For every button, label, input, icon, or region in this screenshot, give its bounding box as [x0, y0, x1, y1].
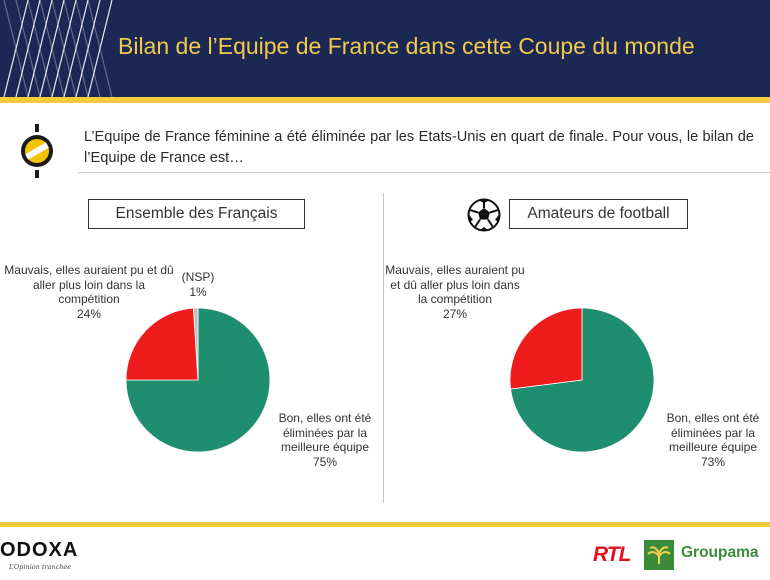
page-title: Bilan de l’Equipe de France dans cette C… — [118, 33, 695, 59]
question-divider — [78, 172, 770, 173]
pie-slice-nsp — [193, 307, 199, 381]
panel-title-ensemble: Ensemble des Français — [88, 199, 305, 229]
slice-value: 73% — [700, 454, 726, 469]
rtl-logo: RTL — [593, 543, 631, 566]
slice-label-mauvais: Mauvais, elles auraient pu et dû aller p… — [385, 263, 525, 321]
slice-label-bon: Bon, elles ont été éliminées par la meil… — [652, 411, 770, 469]
header-banner: Bilan de l’Equipe de France dans cette C… — [0, 0, 770, 97]
pie-slice-mauvais — [125, 307, 199, 381]
slice-label-text: Mauvais, elles auraient pu et dû aller p… — [385, 263, 525, 306]
diagonal-stripes-pattern-icon — [3, 0, 113, 97]
slice-value: 1% — [189, 284, 207, 299]
slice-value: 75% — [312, 454, 338, 469]
groupama-leaf-icon — [644, 540, 674, 570]
slice-label-text: Bon, elles ont été éliminées par la meil… — [666, 411, 760, 454]
slice-label-bon: Bon, elles ont été éliminées par la meil… — [264, 411, 386, 469]
slice-value: 27% — [442, 306, 468, 321]
header-accent-bar — [0, 97, 770, 103]
panel-title-amateurs: Amateurs de football — [509, 199, 688, 229]
pie-chart-ensemble — [125, 307, 271, 453]
pie-chart-amateurs — [509, 307, 655, 453]
slice-label-nsp: (NSP) 1% — [168, 270, 228, 299]
groupama-logo: Groupama — [681, 544, 759, 561]
slice-label-mauvais: Mauvais, elles auraient pu et dû aller p… — [4, 263, 174, 321]
pie-slice-mauvais — [509, 307, 583, 390]
slice-label-text: Mauvais, elles auraient pu et dû aller p… — [4, 263, 174, 306]
footer-accent-bar — [0, 522, 770, 527]
slice-label-text: (NSP) — [181, 270, 215, 284]
panel-divider — [383, 193, 384, 503]
question-text: L’Equipe de France féminine a été élimin… — [84, 129, 754, 166]
slice-label-text: Bon, elles ont été éliminées par la meil… — [278, 411, 372, 454]
odoxa-logo: ODOXA — [0, 539, 79, 561]
odoxa-question-icon — [21, 124, 53, 178]
soccer-ball-icon — [467, 198, 501, 232]
slice-value: 24% — [76, 306, 102, 321]
odoxa-tagline: L’Opinion tranchée — [9, 563, 72, 571]
